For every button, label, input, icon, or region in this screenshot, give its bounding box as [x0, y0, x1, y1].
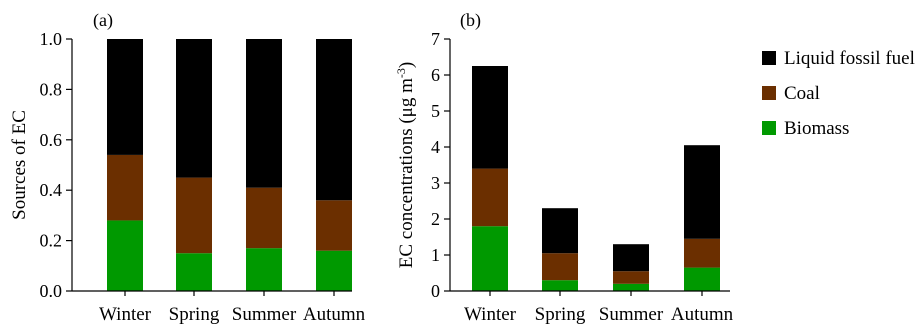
- bar-coal-summer: [613, 271, 649, 284]
- y-tick-label: 0.4: [40, 180, 63, 200]
- panel-a-label: (a): [93, 10, 113, 31]
- bar-biomass-spring: [176, 253, 212, 291]
- bar-coal-winter: [472, 168, 508, 227]
- panel-b: (b) 0 1 2 3 4 5 6 7 Winter Spring Summer Autumn EC…: [394, 10, 734, 325]
- y-tick-label: 0: [431, 281, 440, 301]
- bar-liquid-fossil-fuel-spring: [542, 208, 578, 254]
- y-tick-label: 1.0: [40, 29, 63, 49]
- x-tick-label-autumn: Autumn: [671, 304, 734, 325]
- panel-b-x-ticks: Winter Spring Summer Autumn: [464, 291, 734, 325]
- panel-a-y-axis-label: Sources of EC: [9, 110, 30, 220]
- bar-coal-autumn: [684, 238, 720, 268]
- y-tick-label: 0.6: [40, 130, 63, 150]
- panel-b-y-ticks: 0 1 2 3 4 5 6 7: [431, 29, 450, 301]
- y-tick-label: 6: [431, 65, 440, 85]
- x-tick-label-autumn: Autumn: [303, 304, 366, 325]
- x-tick-label-winter: Winter: [464, 304, 517, 325]
- y-tick-label: 2: [431, 209, 440, 229]
- bar-coal-spring: [176, 177, 212, 254]
- panel-b-y-axis-label: EC concentrations (μg m-3): [394, 62, 417, 268]
- bar-biomass-summer: [613, 283, 649, 291]
- bar-biomass-summer: [246, 248, 282, 291]
- panel-b-y-axis-label-end: ): [396, 62, 417, 68]
- panel-a-x-ticks: Winter Spring Summer Autumn: [99, 291, 366, 325]
- bar-liquid-fossil-fuel-summer: [246, 39, 282, 188]
- legend-label-biomass: Biomass: [784, 118, 849, 139]
- bar-liquid-fossil-fuel-autumn: [316, 39, 352, 201]
- bar-biomass-spring: [542, 280, 578, 291]
- bar-biomass-autumn: [316, 250, 352, 291]
- bar-coal-winter: [107, 154, 143, 221]
- bar-liquid-fossil-fuel-winter: [107, 39, 143, 155]
- legend: Liquid fossil fuel Coal Biomass: [762, 48, 915, 139]
- bar-coal-spring: [542, 253, 578, 281]
- y-tick-label: 0.0: [40, 281, 63, 301]
- legend-label-coal: Coal: [784, 83, 820, 104]
- legend-swatch-coal: [762, 86, 776, 100]
- x-tick-label-summer: Summer: [232, 304, 297, 325]
- bar-liquid-fossil-fuel-summer: [613, 244, 649, 272]
- y-tick-label: 0.8: [40, 79, 63, 99]
- panel-b-y-axis-label-main: EC concentrations (μg m: [396, 78, 417, 268]
- bar-liquid-fossil-fuel-autumn: [684, 145, 720, 239]
- y-tick-label: 5: [431, 101, 440, 121]
- x-tick-label-winter: Winter: [99, 304, 152, 325]
- legend-label-liquid-fossil-fuel: Liquid fossil fuel: [784, 48, 915, 69]
- x-tick-label-summer: Summer: [599, 304, 664, 325]
- bar-coal-autumn: [316, 200, 352, 251]
- y-tick-label: 1: [431, 245, 440, 265]
- panel-a-bars: [107, 39, 352, 291]
- y-tick-label: 4: [431, 137, 440, 157]
- panel-b-label: (b): [460, 10, 481, 31]
- panel-b-bars: [472, 66, 720, 291]
- bar-biomass-autumn: [684, 267, 720, 291]
- y-tick-label: 0.2: [40, 231, 63, 251]
- bar-liquid-fossil-fuel-spring: [176, 39, 212, 178]
- bar-biomass-winter: [107, 220, 143, 291]
- x-tick-label-spring: Spring: [169, 304, 220, 325]
- panel-a: (a) 0.0 0.2 0.4 0.6 0.8 1.0 Winter Spring Summe…: [9, 10, 366, 325]
- y-tick-label: 3: [431, 173, 440, 193]
- x-tick-label-spring: Spring: [535, 304, 586, 325]
- panel-b-y-axis-label-sup: -3: [394, 68, 408, 78]
- legend-swatch-biomass: [762, 121, 776, 135]
- bar-liquid-fossil-fuel-winter: [472, 66, 508, 169]
- panel-a-y-ticks: 0.0 0.2 0.4 0.6 0.8 1.0: [40, 29, 72, 301]
- y-tick-label: 7: [431, 29, 440, 49]
- legend-swatch-liquid-fossil-fuel: [762, 51, 776, 65]
- bar-coal-summer: [246, 187, 282, 249]
- bar-biomass-winter: [472, 226, 508, 291]
